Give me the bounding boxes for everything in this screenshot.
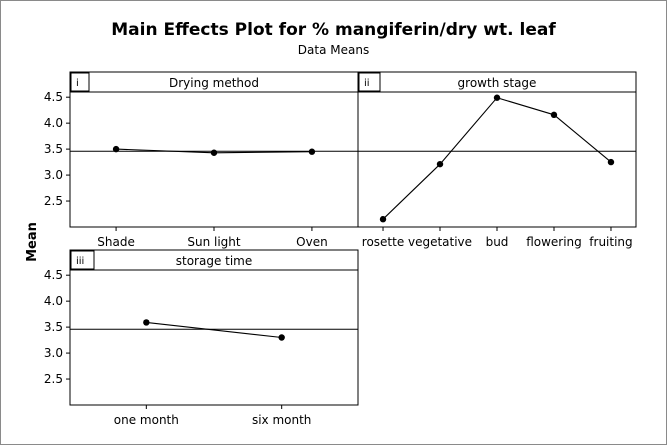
y-axis-label-group: Mean: [25, 222, 40, 262]
x-tick-label: Shade: [97, 235, 135, 249]
x-tick-label: six month: [252, 413, 311, 427]
x-tick-label: bud: [486, 235, 509, 249]
data-point: [550, 111, 558, 119]
y-tick-label: 2.5: [44, 372, 63, 386]
data-point: [308, 148, 316, 155]
y-tick-label: 3.5: [44, 320, 63, 334]
panel-header-label: storage time: [176, 254, 253, 268]
y-tick-label: 3.0: [44, 168, 63, 182]
y-tick-label: 4.5: [44, 268, 63, 282]
series-line: [146, 321, 282, 339]
x-tick-label: Oven: [296, 235, 328, 249]
panel-i: i Drying method 2.5 3.0 3.5 4.0 4.5 Shade Sun li…: [44, 71, 359, 249]
y-tick-label: 4.5: [44, 90, 63, 104]
x-tick-label: rosette: [362, 235, 404, 249]
x-tick-label: fruiting: [589, 235, 632, 249]
chart-title: Main Effects Plot for % mangiferin/dry w…: [111, 20, 556, 40]
panel-id-label: ii: [364, 78, 370, 89]
panel-border: [69, 249, 359, 406]
y-tick-label: 3.0: [44, 346, 63, 360]
panels: i Drying method 2.5 3.0 3.5 4.0 4.5 Shade Sun li…: [44, 71, 637, 427]
data-point: [493, 94, 501, 101]
panel-id-box: [70, 250, 95, 270]
y-tick-label: 3.5: [44, 142, 63, 156]
data-point: [607, 158, 615, 166]
panel-id-label: iii: [76, 256, 84, 267]
panel-ii: ii growth stage rosette vegetative bud flower…: [357, 71, 637, 249]
data-point: [112, 145, 120, 153]
data-point: [436, 160, 444, 168]
data-point: [143, 319, 150, 326]
y-tick-label: 4.0: [44, 116, 63, 130]
panel-id-box: [358, 72, 381, 92]
x-tick-label: Sun light: [187, 235, 241, 249]
x-tick-label: vegetative: [408, 235, 472, 249]
panel-id-label: i: [76, 78, 79, 89]
data-point: [379, 216, 387, 223]
x-tick-label: flowering: [526, 235, 582, 249]
y-tick-label: 2.5: [44, 194, 63, 208]
panel-iii: iii storage time 2.5 3.0 3.5 4.0 4.5 one month s…: [44, 249, 359, 427]
panel-header-label: Drying method: [169, 76, 259, 90]
chart-subtitle: Data Means: [297, 43, 370, 57]
panel-header-label: growth stage: [458, 76, 537, 90]
y-tick-label: 4.0: [44, 294, 63, 308]
y-axis-label: Mean: [25, 222, 40, 262]
panel-id-box: [70, 72, 90, 92]
data-point: [210, 149, 218, 156]
x-tick-label: one month: [114, 413, 179, 427]
data-point: [278, 334, 285, 341]
